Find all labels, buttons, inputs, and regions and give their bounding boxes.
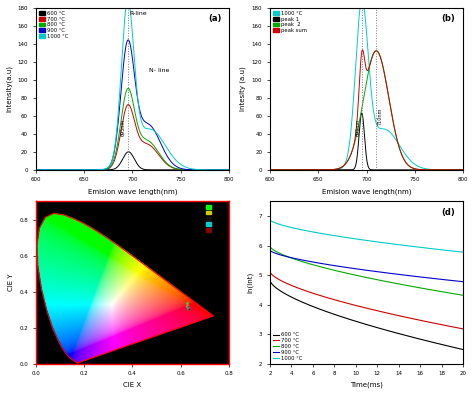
900 °C — [382, 270, 387, 275]
1000 °C — [382, 241, 388, 245]
700 °C — [268, 271, 273, 275]
1000 °C — [385, 241, 391, 246]
900 °C — [385, 271, 391, 275]
800 °C — [267, 244, 273, 249]
Legend: 600, 700, 800, 900, 1000: 600, 700, 800, 900, 1000 — [206, 204, 226, 233]
1000 °C — [460, 250, 466, 255]
800 °C — [430, 288, 436, 292]
900 °C — [460, 279, 466, 284]
Text: 710nm: 710nm — [377, 108, 383, 125]
600 °C — [267, 278, 273, 283]
700 °C — [460, 327, 466, 331]
Line: 1000 °C: 1000 °C — [270, 220, 463, 252]
800 °C — [268, 245, 273, 250]
800 °C — [385, 280, 391, 284]
800 °C — [442, 290, 448, 295]
Legend: 1000 °C, peak 1, peak  2, peak sum: 1000 °C, peak 1, peak 2, peak sum — [273, 10, 308, 33]
600 °C — [268, 280, 273, 284]
Text: (c): (c) — [209, 208, 221, 217]
700 °C — [385, 311, 391, 316]
1000 °C — [268, 218, 273, 223]
700 °C — [382, 310, 387, 315]
700 °C — [267, 269, 273, 274]
700 °C — [382, 310, 388, 315]
Legend: 600 °C, 700 °C, 800 °C, 900 °C, 1000 °C: 600 °C, 700 °C, 800 °C, 900 °C, 1000 °C — [273, 332, 303, 361]
Text: N- line: N- line — [149, 69, 169, 73]
Text: 695nm: 695nm — [121, 118, 126, 136]
Text: (b): (b) — [442, 14, 456, 23]
900 °C — [442, 277, 448, 282]
900 °C — [382, 270, 388, 275]
600 °C — [382, 327, 388, 332]
900 °C — [430, 276, 436, 281]
Line: 600 °C: 600 °C — [270, 281, 463, 349]
Y-axis label: Intesity (a.u): Intesity (a.u) — [240, 66, 246, 111]
700 °C — [430, 321, 436, 325]
Text: R-line: R-line — [129, 11, 147, 16]
1000 °C — [382, 240, 387, 245]
800 °C — [460, 293, 466, 297]
Line: 800 °C: 800 °C — [270, 246, 463, 295]
1000 °C — [430, 246, 436, 251]
Text: 695nm: 695nm — [356, 118, 360, 136]
900 °C — [267, 248, 273, 253]
600 °C — [430, 340, 436, 345]
Legend: 600 °C, 700 °C, 800 °C, 900 °C, 1000 °C: 600 °C, 700 °C, 800 °C, 900 °C, 1000 °C — [38, 10, 69, 39]
X-axis label: Time(ms): Time(ms) — [350, 382, 383, 388]
900 °C — [268, 249, 273, 253]
X-axis label: Emision wave length(nm): Emision wave length(nm) — [88, 188, 177, 195]
X-axis label: Emision wave length(nm): Emision wave length(nm) — [322, 188, 411, 195]
X-axis label: CIE X: CIE X — [123, 382, 141, 388]
Text: (a): (a) — [208, 14, 221, 23]
Line: 900 °C: 900 °C — [270, 250, 463, 282]
Y-axis label: ln(Int): ln(Int) — [247, 272, 253, 293]
700 °C — [442, 323, 448, 328]
Y-axis label: Intensity(a.u): Intensity(a.u) — [6, 65, 12, 112]
600 °C — [442, 343, 448, 348]
1000 °C — [267, 217, 273, 222]
600 °C — [382, 327, 387, 332]
Text: (d): (d) — [442, 208, 456, 217]
800 °C — [382, 279, 387, 284]
Line: 700 °C: 700 °C — [270, 272, 463, 329]
Y-axis label: CIE Y: CIE Y — [8, 274, 14, 292]
800 °C — [382, 279, 388, 284]
600 °C — [385, 328, 391, 333]
1000 °C — [442, 248, 448, 253]
600 °C — [460, 347, 466, 352]
